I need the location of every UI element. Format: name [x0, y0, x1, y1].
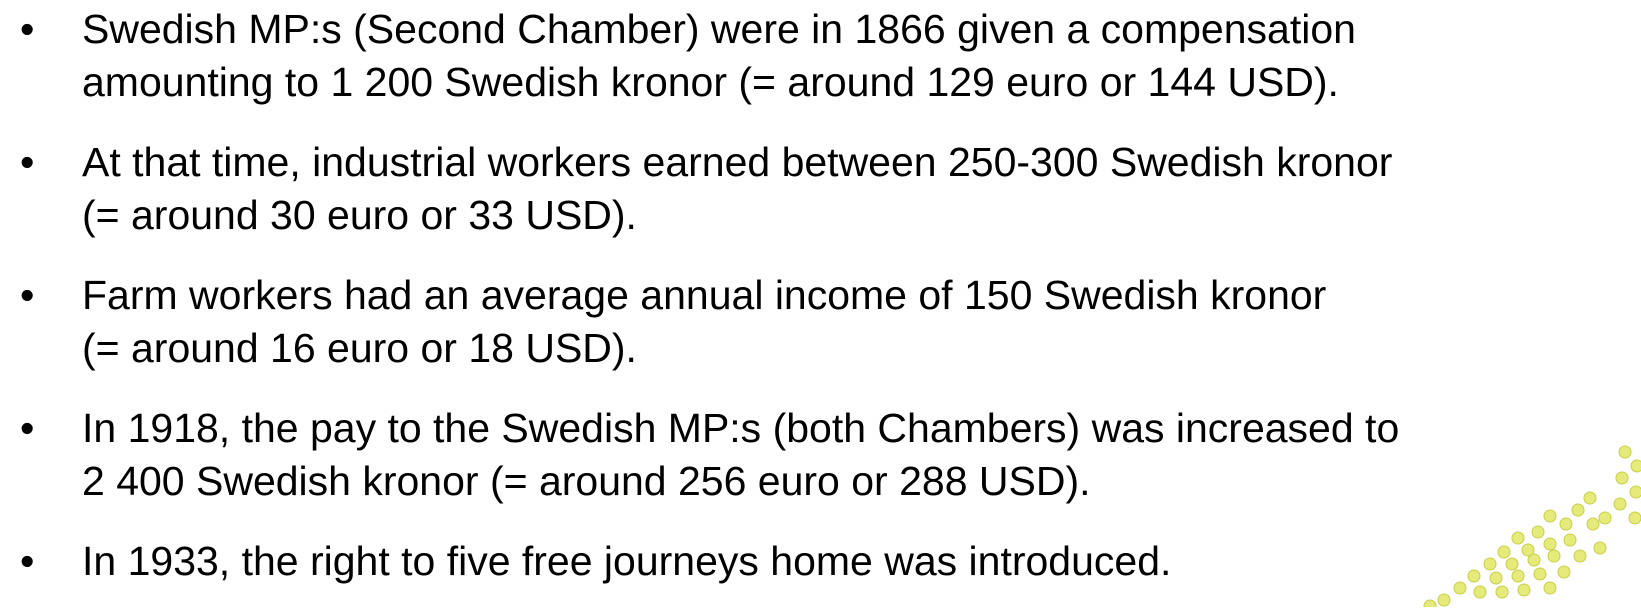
bullet-item: • At that time, industrial workers earned…: [0, 136, 1641, 242]
slide: • Swedish MP:s (Second Chamber) were in 1…: [0, 0, 1641, 607]
bullet-marker: •: [20, 136, 34, 189]
bullet-marker: •: [20, 402, 34, 455]
bullet-item: • Swedish MP:s (Second Chamber) were in 1…: [0, 3, 1641, 109]
bullet-marker: •: [20, 535, 34, 588]
bullet-marker: •: [20, 3, 34, 56]
bullet-text: (= around 30 euro or 33 USD).: [82, 189, 1641, 242]
bullet-text: Farm workers had an average annual incom…: [82, 269, 1641, 322]
bullet-list: • Swedish MP:s (Second Chamber) were in 1…: [0, 3, 1641, 615]
page: {"bullets": [ ["Swedish MP:s (Second Cha…: [0, 0, 1641, 607]
bullet-item: •In 1918, the pay to the Swedish MP:s (b…: [0, 402, 1641, 508]
bullet-text: Swedish MP:s (Second Chamber) were in 18…: [82, 3, 1641, 56]
bullet-marker: •: [20, 269, 34, 322]
bullet-text: amounting to 1 200 Swedish kronor (= aro…: [82, 56, 1641, 109]
bullet-text: (= around 16 euro or 18 USD).: [82, 322, 1641, 375]
bullet-item: • Farm workers had an average annual inco…: [0, 269, 1641, 375]
decorative-dots: [1400, 440, 1641, 607]
bullet-item: •In 1933, the right to five free journey…: [0, 535, 1641, 588]
bullet-text: At that time, industrial workers earned …: [82, 136, 1641, 189]
